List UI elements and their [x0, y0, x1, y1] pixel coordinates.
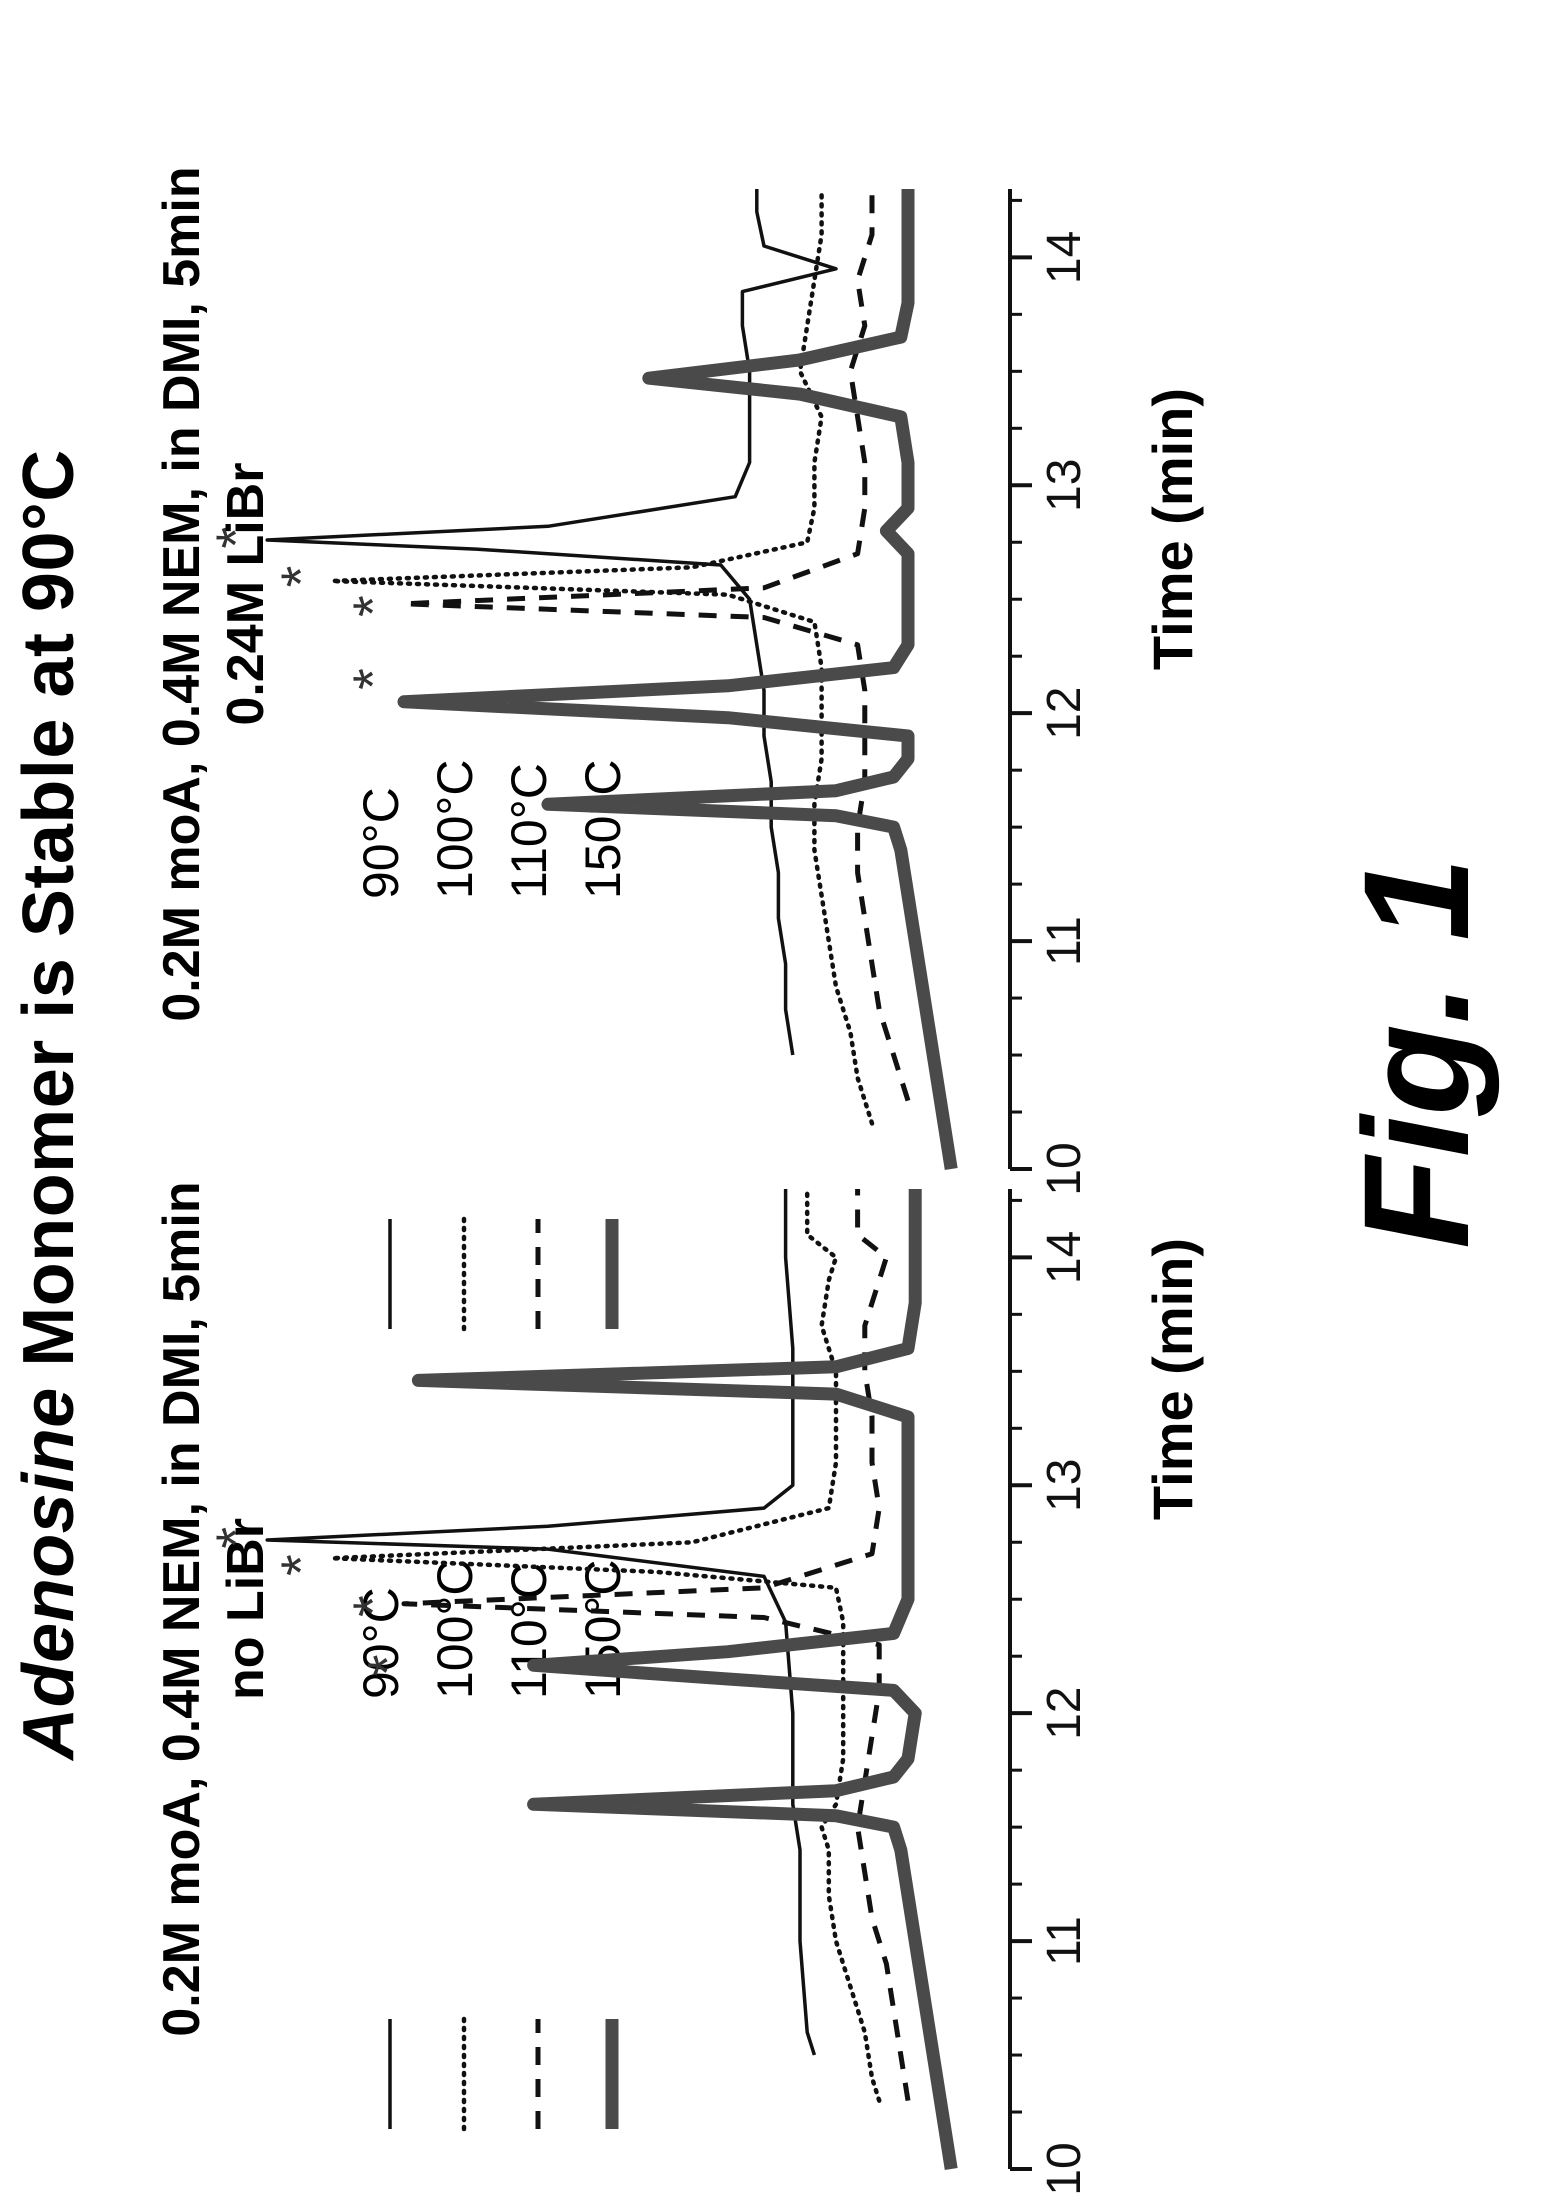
x-tick-label: 10 [1038, 1142, 1091, 1195]
figure-label: Fig. 1 [1332, 857, 1500, 1249]
x-tick-label: 14 [1038, 231, 1091, 284]
series-line-100c [329, 186, 875, 1126]
series-line-90c [265, 189, 838, 1056]
x-tick-label: 10 [1038, 2142, 1091, 2195]
x-tick-label: 12 [1038, 686, 1091, 739]
peak-asterisk: * [341, 595, 404, 617]
x-tick-label: 11 [1038, 1916, 1091, 1966]
peak-asterisk: * [204, 1527, 267, 1549]
series-line-110c [401, 189, 911, 1102]
x-tick-label: 13 [1038, 1459, 1091, 1512]
peak-asterisk: * [355, 1654, 418, 1676]
peak-asterisk: * [341, 668, 404, 690]
series-line-90c [265, 1189, 817, 2056]
series-line-150c [397, 189, 958, 1171]
peak-asterisk: * [204, 527, 267, 549]
x-tick-label: 11 [1038, 916, 1091, 966]
series-line-100c [329, 1186, 882, 2103]
peak-asterisk: * [341, 1595, 404, 1617]
x-tick-label: 14 [1038, 1231, 1091, 1284]
peak-asterisk: * [269, 1554, 332, 1576]
peak-asterisk: * [269, 566, 332, 588]
x-tick-label: 13 [1038, 459, 1091, 512]
series-line-150c [411, 1189, 958, 2171]
x-tick-label: 12 [1038, 1686, 1091, 1739]
